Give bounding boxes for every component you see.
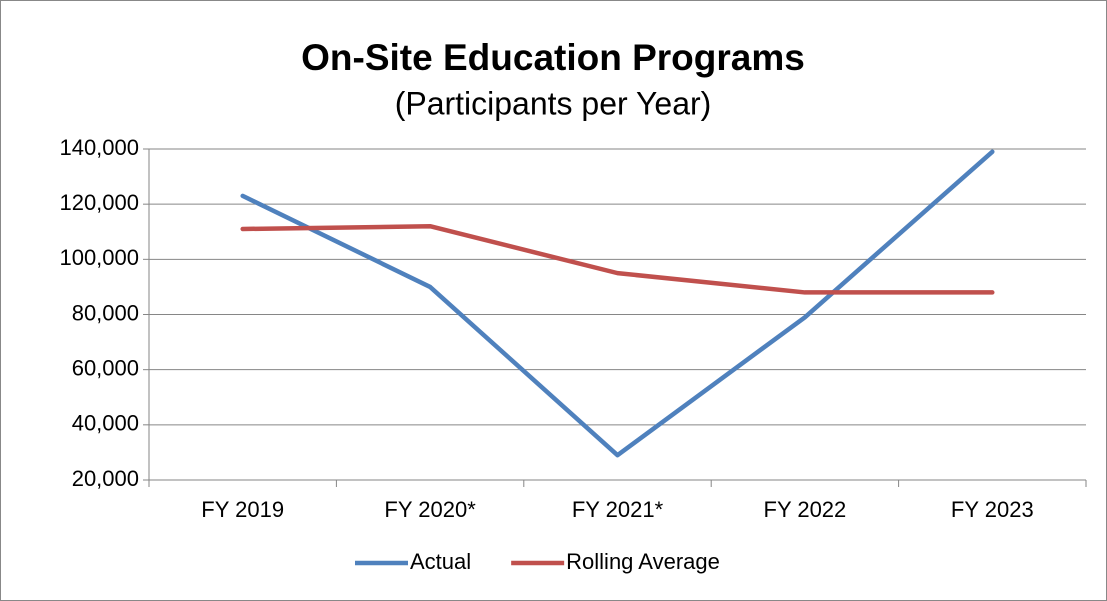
y-tick-label: 60,000 <box>72 355 139 380</box>
x-tick-label: FY 2019 <box>201 497 284 522</box>
x-tick-label: FY 2022 <box>764 497 847 522</box>
x-tick-label: FY 2023 <box>951 497 1034 522</box>
y-tick-label: 80,000 <box>72 300 139 325</box>
legend-label: Actual <box>410 549 471 574</box>
chart-title: On-Site Education Programs <box>301 37 805 78</box>
y-tick-label: 120,000 <box>59 190 139 215</box>
y-tick-label: 40,000 <box>72 411 139 436</box>
series-line <box>240 223 995 295</box>
chart-subtitle: (Participants per Year) <box>395 85 712 121</box>
x-tick-label: FY 2021* <box>572 497 664 522</box>
x-tick-label: FY 2020* <box>384 497 476 522</box>
y-tick-label: 100,000 <box>59 245 139 270</box>
y-tick-label: 140,000 <box>59 135 139 160</box>
series-line <box>240 149 995 458</box>
legend-label: Rolling Average <box>566 549 720 574</box>
y-tick-label: 20,000 <box>72 466 139 491</box>
